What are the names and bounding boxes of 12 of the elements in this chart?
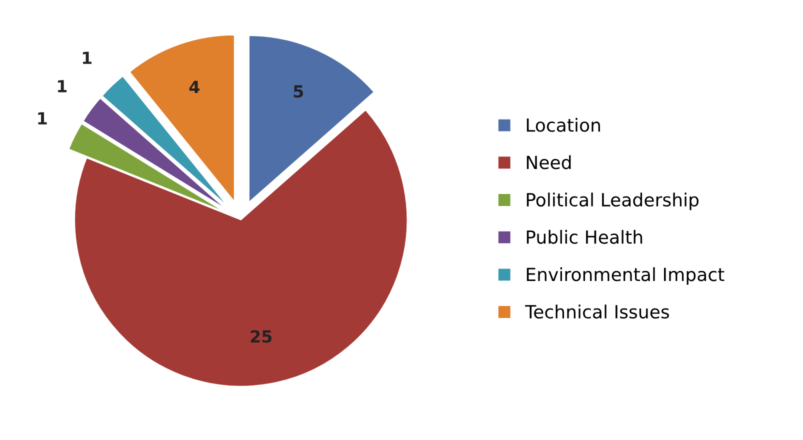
legend-label: Need	[526, 155, 571, 170]
legend-label: Public Health	[526, 230, 642, 244]
data-label: 1	[58, 80, 67, 92]
data-label: 25	[250, 330, 272, 343]
data-label: 5	[294, 85, 304, 98]
legend-label: Political Leadership	[526, 192, 699, 210]
data-label: 1	[38, 112, 47, 124]
data-label: 1	[82, 52, 92, 64]
legend-label: Location	[526, 118, 600, 132]
legend-label: Environmental Impact	[526, 267, 724, 285]
data-label: 4	[189, 80, 200, 94]
legend-label: Technical Issues	[525, 304, 669, 319]
